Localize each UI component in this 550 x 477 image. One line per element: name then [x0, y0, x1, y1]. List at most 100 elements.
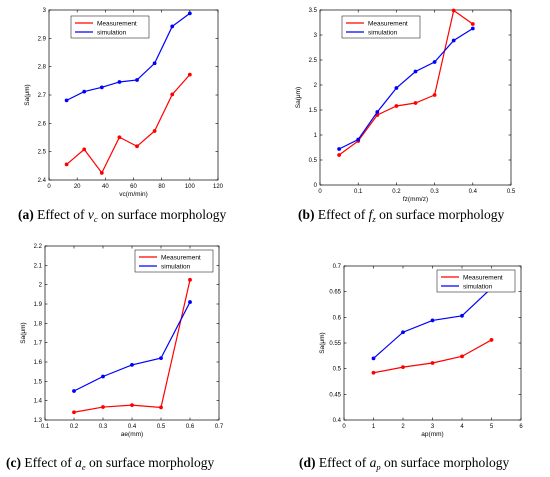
data-point-measurement: [394, 104, 399, 108]
y-tick-label: 2.4: [38, 178, 47, 184]
data-point-measurement: [117, 135, 122, 140]
x-tick-label: 100: [185, 184, 196, 190]
y-tick-label: 2.5: [309, 58, 318, 64]
y-tick-label: 2: [39, 283, 43, 289]
data-point-simulation: [470, 26, 475, 31]
y-axis-label: Sa(μm): [20, 322, 27, 343]
x-tick-label: 60: [130, 184, 137, 190]
y-tick-label: 2.9: [38, 36, 47, 42]
data-point-measurement: [72, 410, 76, 415]
data-point-measurement: [82, 147, 87, 152]
data-point-measurement: [470, 22, 475, 26]
x-tick-label: 2: [401, 424, 405, 430]
y-tick-label: 0.7: [333, 264, 342, 270]
x-tick-label: 0.2: [70, 424, 79, 430]
caption-text: Effect of: [316, 455, 370, 470]
data-point-simulation: [337, 147, 341, 151]
legend-entry: simulation: [463, 283, 493, 290]
data-point-simulation: [401, 330, 405, 335]
caption-text-post: on surface morphology: [98, 207, 227, 222]
x-tick-label: 5: [490, 424, 494, 430]
data-point-measurement: [430, 361, 435, 365]
data-point-simulation: [117, 80, 122, 84]
data-point-measurement: [413, 101, 418, 105]
legend: Measurement simulation: [436, 269, 516, 293]
x-axis-label: ap(mm): [421, 431, 443, 438]
legend-entry: Measurement: [161, 254, 201, 261]
chart-panel-0: 0 20 40 60 80 100 120 2.4 2.5 2.6 2.7 2.8 2.9 3 vc(m/m…: [18, 8, 226, 224]
data-point-measurement: [451, 8, 456, 13]
data-point-measurement: [187, 72, 192, 77]
y-tick-label: 2.7: [38, 93, 47, 99]
x-tick-label: 0: [318, 189, 322, 195]
data-point-simulation: [72, 389, 76, 393]
data-point-measurement: [432, 93, 437, 97]
y-tick-label: 1.6: [34, 360, 43, 366]
data-point-simulation: [170, 24, 175, 29]
x-tick-label: 0: [47, 184, 51, 190]
data-point-measurement: [188, 277, 192, 282]
data-point-simulation: [451, 38, 456, 43]
x-tick-label: 0: [342, 424, 346, 430]
data-point-simulation: [430, 318, 435, 323]
data-point-simulation: [82, 89, 87, 94]
data-point-measurement: [401, 365, 405, 370]
caption-symbol: a: [75, 455, 82, 470]
x-tick-label: 0.5: [507, 189, 516, 195]
legend: Measurement simulation: [341, 15, 421, 39]
legend-entry: Measurement: [368, 20, 408, 27]
chart-panel-2: 0.1 0.2 0.3 0.4 0.5 0.6 0.7 1.3 1.4 1.5 1.6 1.7 1.8 1…: [6, 244, 224, 472]
y-tick-label: 2.1: [34, 263, 43, 269]
y-tick-label: 3: [314, 33, 318, 39]
data-point-measurement: [170, 92, 175, 97]
data-point-simulation: [159, 356, 163, 361]
y-axis-label: Sa(μm): [319, 332, 326, 353]
chart-panel-3: 0 1 2 3 4 5 6 0.4 0.45 0.5 0.55 0.6 0.65 0.7 ap(mm) Sa(…: [299, 264, 523, 472]
x-axis-label: fz(mm/z): [403, 196, 428, 203]
plot-frame: [319, 9, 512, 186]
y-tick-label: 0.5: [333, 367, 342, 373]
data-point-measurement: [135, 144, 139, 149]
caption-subscript: e: [82, 462, 86, 472]
legend-entry: simulation: [161, 263, 191, 270]
data-point-simulation: [99, 85, 104, 90]
x-tick-label: 0.3: [99, 424, 108, 430]
x-axis-label: ae(mm): [121, 431, 143, 438]
data-point-measurement: [130, 403, 134, 408]
data-point-measurement: [101, 405, 105, 409]
x-tick-label: 0.5: [157, 424, 166, 430]
figure-caption: (a) Effect of vc on surface morphology: [18, 207, 226, 224]
y-tick-label: 2.8: [38, 65, 47, 71]
data-point-simulation: [371, 356, 376, 361]
x-tick-label: 0.2: [392, 189, 401, 195]
series-line-measurement: [338, 9, 474, 156]
legend: Measurement simulation: [134, 249, 214, 273]
legend-entry: Measurement: [97, 20, 137, 27]
x-tick-label: 120: [213, 184, 224, 190]
data-point-measurement: [99, 171, 104, 175]
caption-text: Effect of: [315, 207, 369, 222]
y-tick-label: 0.65: [329, 290, 341, 296]
y-tick-label: 0.55: [329, 341, 341, 347]
x-tick-label: 40: [102, 184, 109, 190]
y-tick-label: 3: [43, 8, 47, 14]
y-tick-label: 0.6: [333, 315, 342, 321]
caption-symbol: f: [369, 207, 375, 222]
x-tick-label: 80: [158, 184, 165, 190]
legend: Measurement simulation: [70, 15, 150, 39]
y-tick-label: 1.5: [34, 379, 43, 385]
series-line-simulation: [338, 27, 474, 150]
data-point-simulation: [187, 11, 192, 16]
caption-subscript: p: [375, 462, 380, 472]
series-line-measurement: [66, 74, 191, 175]
legend-entry: simulation: [368, 29, 398, 36]
data-point-simulation: [135, 78, 139, 82]
data-point-measurement: [371, 370, 376, 375]
data-point-simulation: [394, 86, 399, 90]
y-tick-label: 1.4: [34, 399, 43, 405]
data-point-simulation: [101, 374, 105, 379]
x-tick-label: 0.6: [186, 424, 195, 430]
y-tick-label: 0.4: [333, 418, 342, 424]
caption-label: (a): [18, 207, 34, 222]
